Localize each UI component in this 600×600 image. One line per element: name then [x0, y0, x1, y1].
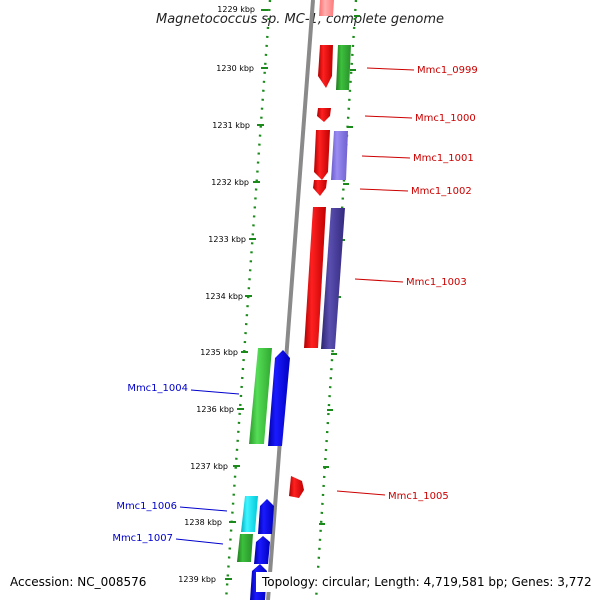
label-mmc1-1007[interactable]: Mmc1_1007	[112, 533, 224, 545]
right-dotted-track	[314, 0, 358, 600]
ruler-tick-1232: 1232 kbp	[211, 178, 260, 187]
gene-mmc1-1004[interactable]	[268, 350, 290, 446]
gene-mmc1-1007[interactable]	[254, 536, 270, 564]
ruler-label-1235: 1235 kbp	[200, 348, 238, 357]
gene-0999-cog-block	[336, 45, 351, 90]
gene-mmc1-1000[interactable]	[317, 108, 331, 122]
label-mmc1-1003-text[interactable]: Mmc1_1003	[406, 277, 467, 288]
label-mmc1-1006[interactable]: Mmc1_1006	[116, 501, 228, 512]
label-mmc1-1002-text[interactable]: Mmc1_1002	[411, 186, 472, 197]
gene-mmc1-1004-cog-block	[249, 348, 272, 444]
gene-mmc1-1002[interactable]	[313, 180, 327, 196]
label-mmc1-1001-text[interactable]: Mmc1_1001	[413, 153, 474, 164]
ruler-tick-1239: 1239 kbp	[178, 575, 232, 584]
ruler-tick-1237: 1237 kbp	[190, 462, 240, 471]
topology-text: Topology: circular; Length: 4,719,581 bp…	[261, 575, 592, 589]
gene-mmc1-1003[interactable]	[304, 207, 326, 348]
label-mmc1-1005-text[interactable]: Mmc1_1005	[388, 491, 449, 502]
label-mmc1-1004-text[interactable]: Mmc1_1004	[127, 383, 188, 394]
label-mmc1-1000-text[interactable]: Mmc1_1000	[415, 113, 476, 124]
label-mmc1-1001[interactable]: Mmc1_1001	[361, 153, 474, 164]
gene-mmc1-1007-cog-block	[237, 534, 253, 562]
label-mmc1-1004[interactable]: Mmc1_1004	[127, 383, 240, 395]
ruler-label-1231: 1231 kbp	[212, 121, 250, 130]
label-mmc1-1003[interactable]: Mmc1_1003	[354, 277, 467, 288]
ruler-tick-1231: 1231 kbp	[212, 121, 264, 130]
label-mmc1-1006-text[interactable]: Mmc1_1006	[116, 501, 177, 512]
ruler-tick-1234: 1234 kbp	[205, 292, 252, 301]
ruler-tick-1233: 1233 kbp	[208, 235, 256, 244]
ruler-tick-1236: 1236 kbp	[196, 405, 244, 414]
label-mmc1-0999[interactable]: Mmc1_0999	[366, 65, 478, 76]
genome-backbone	[266, 0, 315, 600]
ruler-tick-1229: 1229 kbp	[217, 5, 268, 14]
gene-mmc1-1005[interactable]	[289, 476, 304, 498]
label-mmc1-0999-text[interactable]: Mmc1_0999	[417, 65, 478, 76]
gene-mmc1-0999[interactable]	[318, 45, 333, 88]
ruler-label-1237: 1237 kbp	[190, 462, 228, 471]
label-mmc1-1007-text[interactable]: Mmc1_1007	[112, 533, 173, 544]
label-mmc1-1002[interactable]: Mmc1_1002	[359, 186, 472, 197]
label-mmc1-1000[interactable]: Mmc1_1000	[364, 113, 476, 124]
footer-accession-bg	[4, 572, 150, 592]
accession-text: Accession: NC_008576	[10, 575, 146, 589]
ruler-label-1230: 1230 kbp	[216, 64, 254, 73]
gene-mmc1-0998-partial[interactable]	[319, 0, 334, 16]
ruler-label-1234: 1234 kbp	[205, 292, 243, 301]
ruler-label-1239: 1239 kbp	[178, 575, 216, 584]
gene-mmc1-1006[interactable]	[258, 499, 274, 534]
ruler-tick-1238: 1238 kbp	[184, 518, 236, 527]
map-title: Magnetococcus sp. MC-1, complete genome	[156, 12, 444, 27]
gene-1001-cog-block	[331, 131, 348, 180]
footer-topology-bg	[256, 572, 596, 592]
gene-1003-cog-block	[321, 208, 345, 349]
ruler-label-1238: 1238 kbp	[184, 518, 222, 527]
left-dotted-track	[224, 0, 272, 600]
ruler-label-1233: 1233 kbp	[208, 235, 246, 244]
ruler-label-1232: 1232 kbp	[211, 178, 249, 187]
ruler-tick-1235: 1235 kbp	[200, 348, 248, 357]
ruler-tick-1230: 1230 kbp	[216, 64, 268, 73]
gene-mmc1-1006-cog-block	[241, 496, 258, 532]
gene-mmc1-1001[interactable]	[314, 130, 330, 180]
label-mmc1-1005[interactable]: Mmc1_1005	[336, 490, 449, 502]
ruler-label-1229: 1229 kbp	[217, 5, 255, 14]
ruler-label-1236: 1236 kbp	[196, 405, 234, 414]
